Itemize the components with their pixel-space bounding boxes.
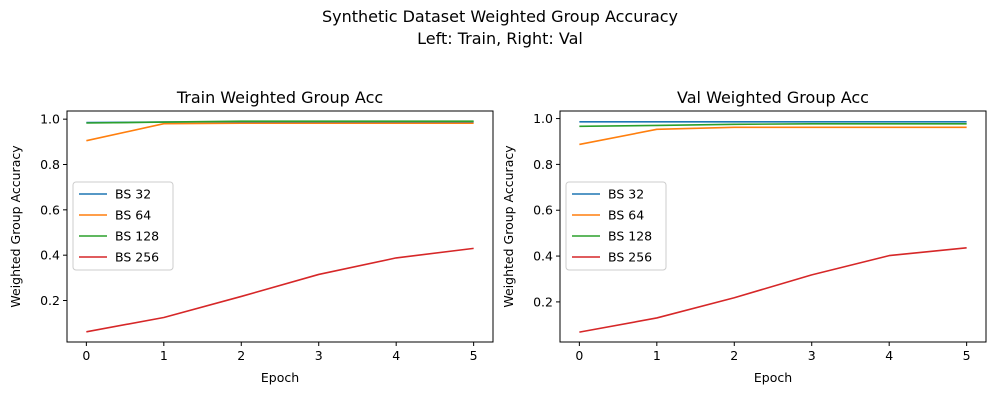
train-x-axis-label: Epoch — [261, 370, 299, 385]
val-y-tick-label: 1.0 — [533, 111, 553, 126]
val-x-tick-label: 0 — [575, 348, 583, 363]
val-legend-box — [565, 181, 667, 271]
train-legend-box — [72, 181, 174, 271]
train-series-line-bs-128 — [86, 120, 474, 124]
train-legend-label: BS 64 — [115, 208, 151, 223]
train-legend-label: BS 32 — [115, 187, 151, 202]
train-series-line-bs-256 — [86, 247, 474, 333]
train-legend-label: BS 256 — [115, 250, 159, 265]
val-legend-label: BS 256 — [608, 250, 652, 265]
train-y-tick-label: 0.6 — [40, 202, 60, 217]
val-legend-label: BS 64 — [608, 208, 644, 223]
train-y-tick-label: 0.8 — [40, 157, 60, 172]
val-legend-label: BS 32 — [608, 187, 644, 202]
train-legend: BS 32 BS 64 BS 128 BS 256 — [72, 181, 174, 271]
train-x-tick-label: 0 — [82, 348, 90, 363]
train-legend-label: BS 128 — [115, 229, 159, 244]
train-x-tick-label: 5 — [470, 348, 478, 363]
train-y-tick-label: 1.0 — [40, 112, 60, 127]
val-axes-frame — [559, 110, 987, 343]
val-series-line-bs-64 — [579, 126, 967, 146]
val-x-tick-label: 5 — [963, 348, 971, 363]
train-chart-title: Train Weighted Group Acc — [176, 88, 383, 107]
train-x-tick-label: 1 — [160, 348, 168, 363]
train-x-tick-label: 4 — [392, 348, 400, 363]
val-series-line-bs-256 — [579, 247, 967, 333]
val-x-axis-label: Epoch — [754, 370, 792, 385]
train-series-line-bs-64 — [86, 122, 474, 142]
val-legend: BS 32 BS 64 BS 128 BS 256 — [565, 181, 667, 271]
val-y-tick-label: 0.4 — [533, 249, 553, 264]
val-y-tick-label: 0.2 — [533, 294, 553, 309]
train-y-tick-label: 0.4 — [40, 248, 60, 263]
train-x-tick-label: 3 — [315, 348, 323, 363]
val-x-tick-label: 2 — [730, 348, 738, 363]
val-x-tick-label: 4 — [885, 348, 893, 363]
val-chart-panel: Val Weighted Group Acc Epoch Weighted Gr… — [501, 88, 987, 385]
val-y-axis-label: Weighted Group Accuracy — [501, 145, 516, 308]
val-series-line-bs-128 — [579, 123, 967, 128]
val-y-tick-label: 0.6 — [533, 203, 553, 218]
val-x-tick-label: 3 — [808, 348, 816, 363]
figure-suptitle-line2: Left: Train, Right: Val — [417, 29, 583, 48]
train-y-axis-label: Weighted Group Accuracy — [8, 145, 23, 308]
figure-suptitle-line1: Synthetic Dataset Weighted Group Accurac… — [322, 7, 678, 26]
train-y-tick-label: 0.2 — [40, 293, 60, 308]
val-y-tick-label: 0.8 — [533, 157, 553, 172]
val-chart-title: Val Weighted Group Acc — [677, 88, 869, 107]
train-x-tick-label: 2 — [237, 348, 245, 363]
val-legend-label: BS 128 — [608, 229, 652, 244]
train-axes-frame — [66, 110, 494, 343]
train-chart-panel: Train Weighted Group Acc Epoch Weighted … — [8, 88, 494, 385]
val-x-tick-label: 1 — [653, 348, 661, 363]
